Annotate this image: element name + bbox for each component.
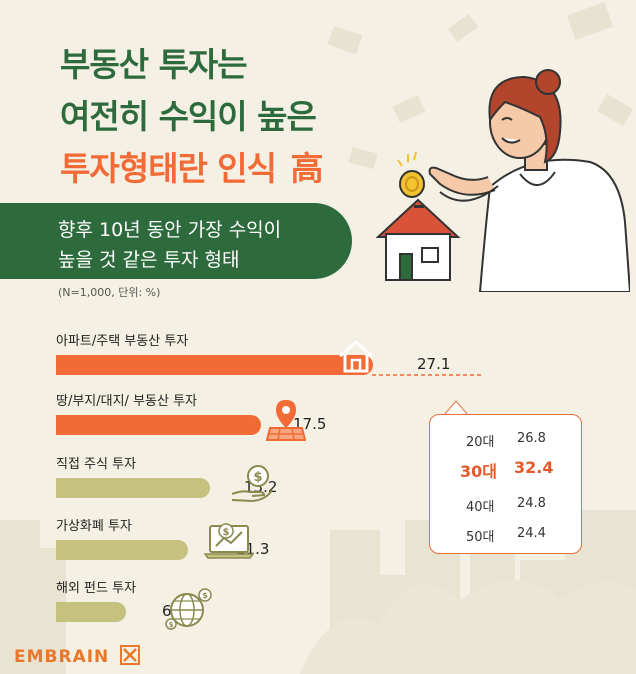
bar (56, 602, 126, 622)
age-value: 32.4 (514, 458, 554, 477)
subtitle-banner: 향후 10년 동안 가장 수익이 높을 것 같은 투자 형태 (0, 203, 352, 279)
svg-text:$: $ (223, 527, 230, 538)
brand-logo-icon (120, 645, 141, 665)
age-row: 20대 26.8 (430, 431, 581, 455)
title-line-3-suffix: 高 (290, 149, 324, 188)
location-pin-icon (266, 400, 306, 441)
age-label: 40대 (466, 500, 495, 515)
brand-logo-text: EMBRAIN (14, 647, 110, 667)
subtitle-line-1: 향후 10년 동안 가장 수익이 (58, 219, 282, 241)
age-row-highlight: 30대 32.4 (430, 458, 581, 482)
age-row: 50대 24.4 (430, 526, 581, 550)
house-icon (339, 340, 373, 373)
age-value: 24.4 (517, 526, 546, 541)
svg-text:$: $ (202, 591, 208, 600)
category-label: 가상화폐 투자 (56, 519, 132, 534)
title-line-2: 여전히 수익이 높은 (60, 97, 317, 136)
bar (56, 355, 373, 375)
age-value: 24.8 (517, 496, 546, 511)
bar (56, 478, 210, 498)
bar (56, 540, 188, 560)
globe-coins-icon: $ $ (165, 588, 212, 630)
svg-text:$: $ (253, 470, 262, 485)
laptop-chart-icon: $ (204, 523, 254, 559)
subtitle-line-2: 높을 것 같은 투자 형태 (58, 249, 240, 271)
category-label: 땅/부지/대지/ 부동산 투자 (56, 394, 198, 409)
title-line-3: 투자형태란 인식 高 (60, 142, 324, 190)
age-label: 20대 (466, 435, 495, 450)
category-label: 아파트/주택 부동산 투자 (56, 334, 189, 349)
title-line-3-main: 투자형태란 인식 (60, 149, 277, 188)
coin-hand-icon: $ (231, 465, 273, 503)
category-label: 해외 펀드 투자 (56, 581, 137, 596)
age-label: 50대 (466, 530, 495, 545)
sample-note: (N=1,000, 단위: %) (58, 286, 161, 299)
age-row: 40대 24.8 (430, 496, 581, 520)
woman-coin-house-illustration (375, 69, 630, 292)
age-value: 26.8 (517, 431, 546, 446)
connector-dashed-line (372, 374, 484, 376)
bar-value-label: 27.1 (417, 355, 451, 373)
age-breakdown-box: 20대 26.8 30대 32.4 40대 24.8 50대 24.4 (429, 414, 582, 554)
age-box-pointer (444, 400, 468, 416)
category-label: 직접 주식 투자 (56, 457, 137, 472)
bar (56, 415, 261, 435)
brand-logo: EMBRAIN (14, 645, 141, 667)
title-line-1: 부동산 투자는 (60, 45, 248, 84)
svg-text:$: $ (169, 621, 174, 629)
age-label: 30대 (460, 462, 497, 481)
